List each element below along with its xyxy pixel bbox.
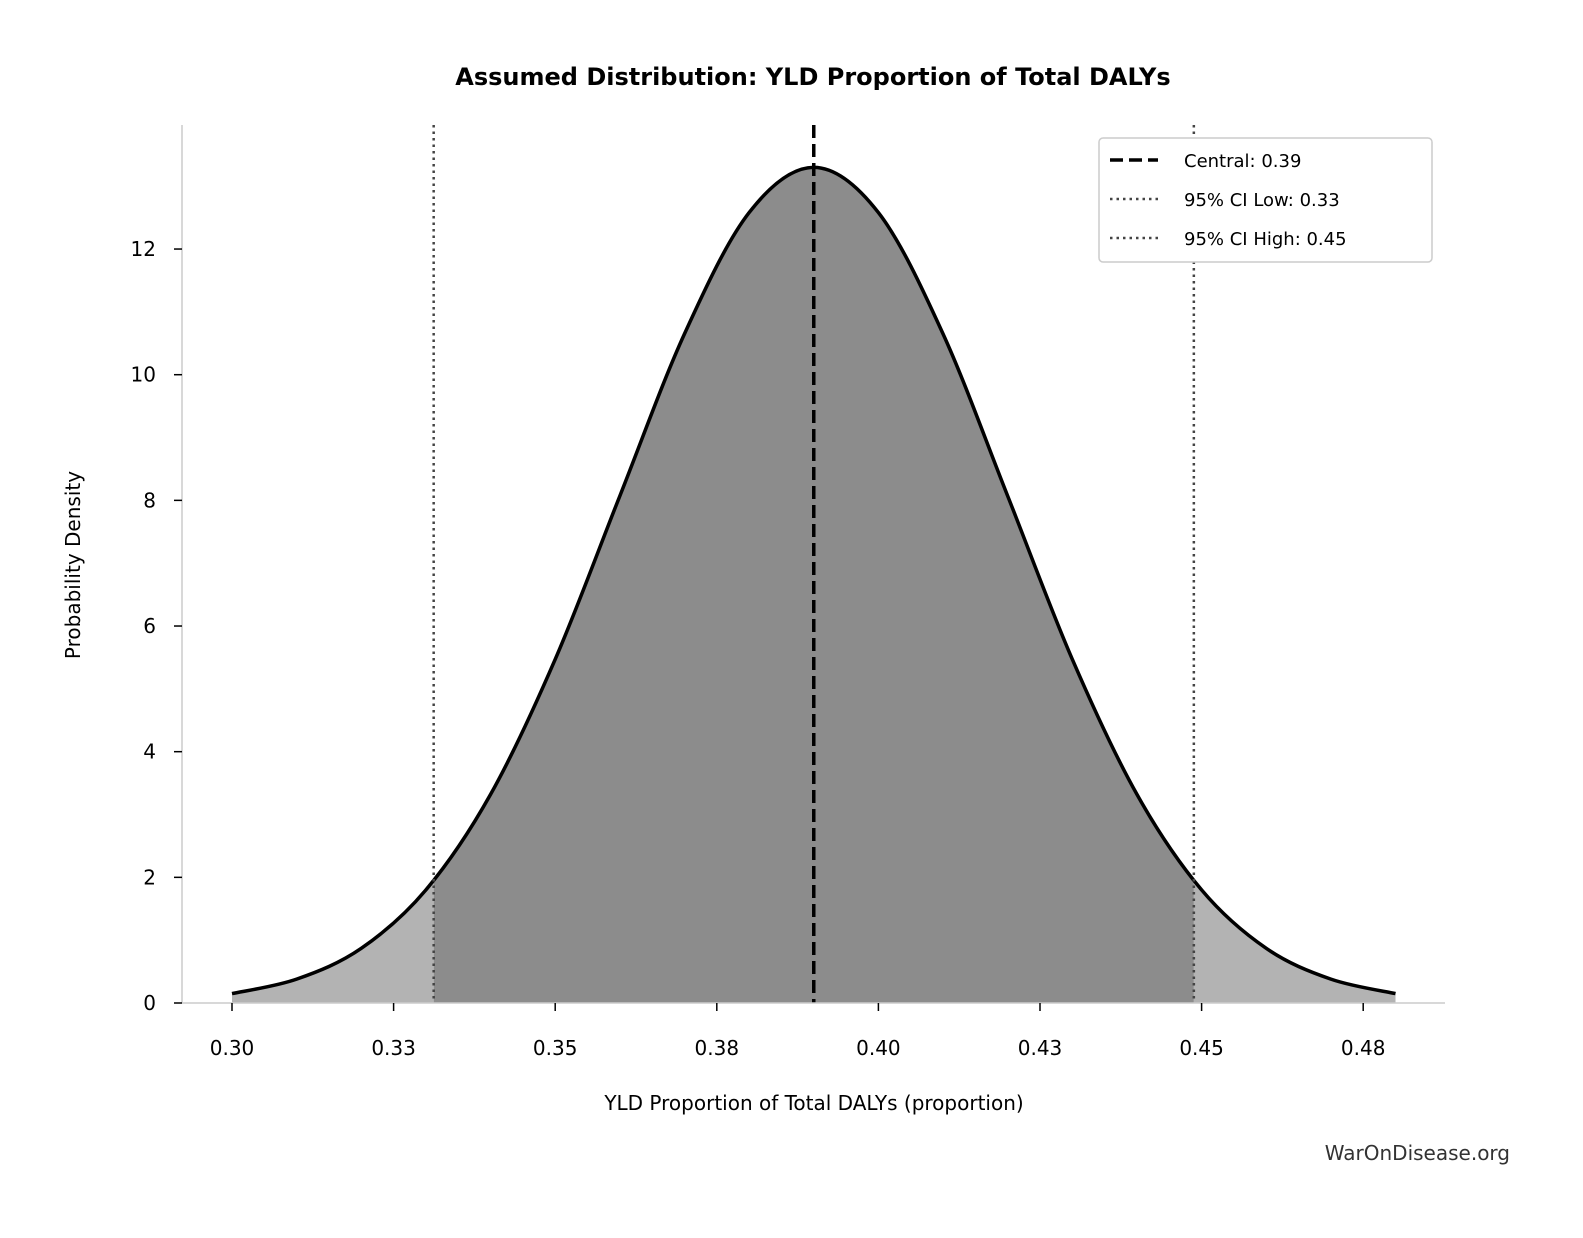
y-tick-label: 2 xyxy=(143,865,156,889)
legend-label: 95% CI High: 0.45 xyxy=(1184,229,1347,250)
chart-title: Assumed Distribution: YLD Proportion of … xyxy=(455,63,1170,91)
legend-label: Central: 0.39 xyxy=(1184,151,1301,172)
x-tick-label: 0.48 xyxy=(1341,1036,1386,1060)
y-tick-label: 8 xyxy=(143,488,156,512)
y-tick-label: 12 xyxy=(131,237,156,261)
x-tick-label: 0.30 xyxy=(210,1036,255,1060)
x-axis-label: YLD Proportion of Total DALYs (proportio… xyxy=(603,1091,1023,1115)
y-tick-label: 6 xyxy=(143,614,156,638)
tail-area-right xyxy=(1193,880,1396,1003)
legend: Central: 0.39 95% CI Low: 0.33 95% CI High… xyxy=(1098,137,1433,263)
y-tick-label: 0 xyxy=(143,991,156,1015)
legend-label: 95% CI Low: 0.33 xyxy=(1184,190,1340,211)
x-tick-label: 0.35 xyxy=(533,1036,578,1060)
tail-area-left xyxy=(232,880,434,1003)
watermark: WarOnDisease.org xyxy=(1325,1141,1510,1165)
x-tick-label: 0.40 xyxy=(856,1036,901,1060)
x-tick-label: 0.33 xyxy=(371,1036,416,1060)
y-tick-label: 4 xyxy=(143,740,156,764)
y-tick-label: 10 xyxy=(131,363,156,387)
x-tick-label: 0.38 xyxy=(695,1036,740,1060)
x-tick-label: 0.45 xyxy=(1179,1036,1224,1060)
x-tick-label: 0.43 xyxy=(1018,1036,1063,1060)
legend-box xyxy=(1098,137,1433,263)
y-axis-label: Probability Density xyxy=(61,471,85,659)
